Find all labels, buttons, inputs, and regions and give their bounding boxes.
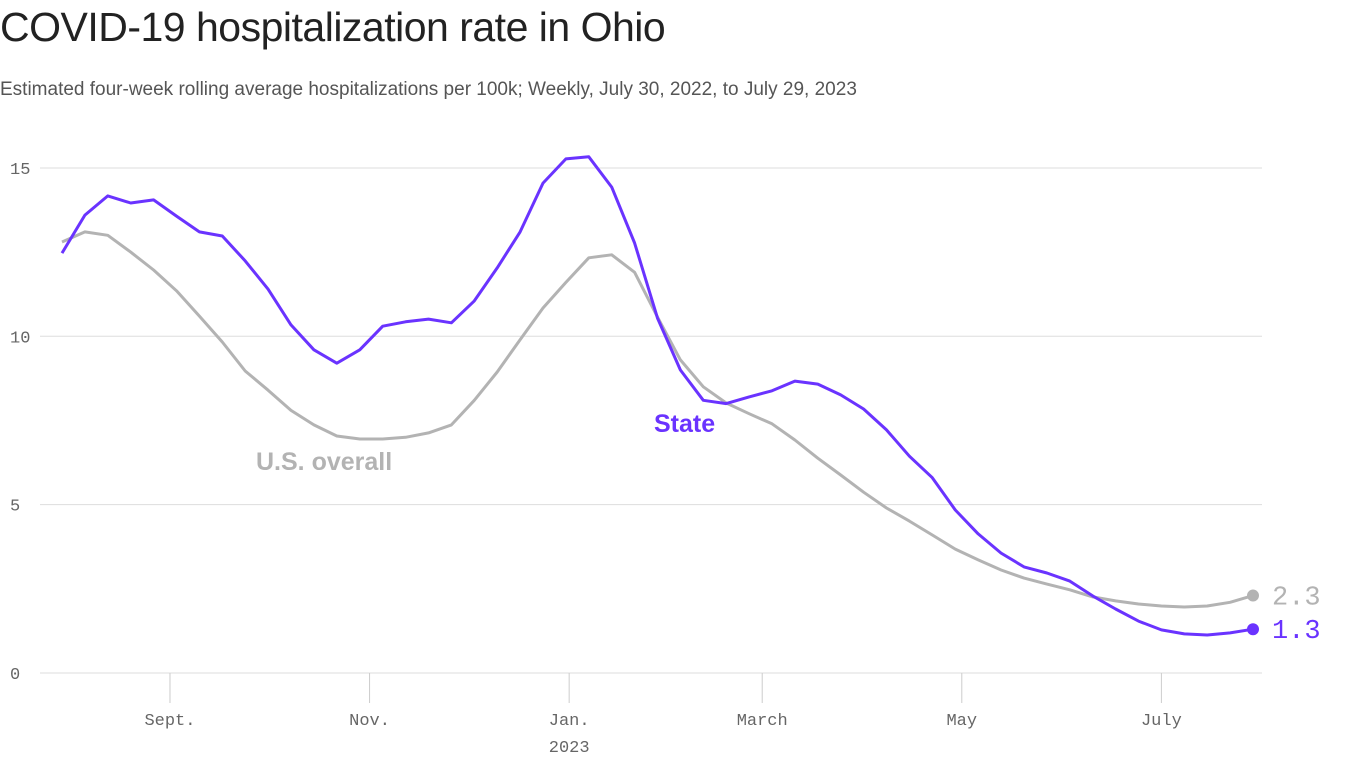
- y-tick-label: 5: [10, 498, 20, 517]
- end-value-label: 2.3: [1272, 584, 1321, 614]
- end-value-label: 1.3: [1272, 617, 1321, 647]
- x-tick-label: Jan.: [549, 712, 590, 731]
- x-tick-sublabel: 2023: [549, 739, 590, 758]
- x-tick-label: May: [946, 712, 977, 731]
- series-label-state: State: [654, 410, 715, 438]
- x-tick-label: Sept.: [144, 712, 195, 731]
- chart-title: COVID-19 hospitalization rate in Ohio: [0, 4, 666, 50]
- y-tick-label: 10: [10, 329, 30, 348]
- series-line-state: [60, 155, 1254, 637]
- chart-subtitle: Estimated four-week rolling average hosp…: [0, 79, 857, 100]
- y-tick-label: 15: [10, 161, 30, 180]
- series-label-us: U.S. overall: [256, 448, 392, 476]
- x-tick-label: Nov.: [349, 712, 390, 731]
- x-tick-label: March: [737, 712, 788, 731]
- end-point: [1247, 623, 1259, 636]
- end-point: [1247, 589, 1259, 602]
- y-tick-label: 0: [10, 666, 20, 685]
- x-tick-label: July: [1141, 712, 1182, 731]
